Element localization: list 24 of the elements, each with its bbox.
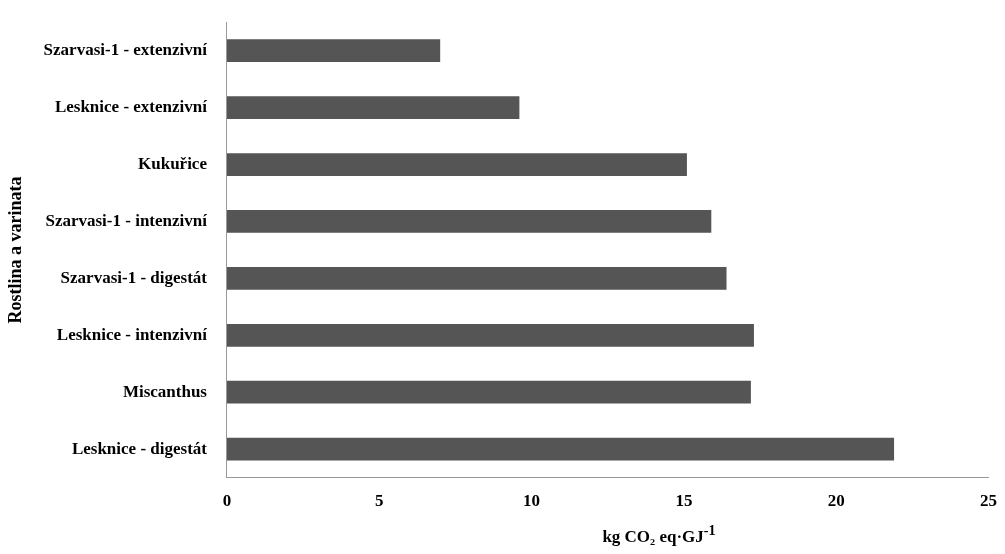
bar bbox=[226, 266, 727, 290]
bar bbox=[226, 437, 895, 461]
y-tick-label: Lesknice - digestát bbox=[71, 438, 208, 458]
x-tick-label: 25 bbox=[980, 491, 997, 511]
y-tick-label: Lesknice - extenzivní bbox=[54, 96, 208, 116]
x-tick-label: 10 bbox=[523, 491, 541, 511]
bar bbox=[226, 39, 441, 63]
y-tick-label: Kukuřice bbox=[138, 153, 208, 173]
bar bbox=[226, 210, 712, 233]
y-tick-label: Lesknice - intenzivní bbox=[56, 324, 208, 344]
x-tick-label: 5 bbox=[375, 491, 384, 511]
y-axis-title: Rostlina a varinata bbox=[5, 176, 26, 324]
x-tick-label: 0 bbox=[222, 491, 232, 511]
y-tick-label: Szarvasi-1 - extenzivní bbox=[43, 40, 208, 60]
x-axis-title: kg CO₂ eq·GJ$^{-1}$ bbox=[601, 522, 717, 547]
y-tick-label: Szarvasi-1 - intenzivní bbox=[45, 210, 208, 230]
x-tick-label: 15 bbox=[675, 491, 693, 511]
bar bbox=[226, 323, 754, 347]
bar bbox=[226, 96, 520, 119]
y-tick-label: Szarvasi-1 - digestát bbox=[60, 267, 208, 287]
bar bbox=[226, 153, 687, 176]
y-tick-label: Miscanthus bbox=[122, 381, 208, 401]
bar bbox=[226, 380, 751, 404]
x-tick-label: 20 bbox=[827, 491, 845, 511]
